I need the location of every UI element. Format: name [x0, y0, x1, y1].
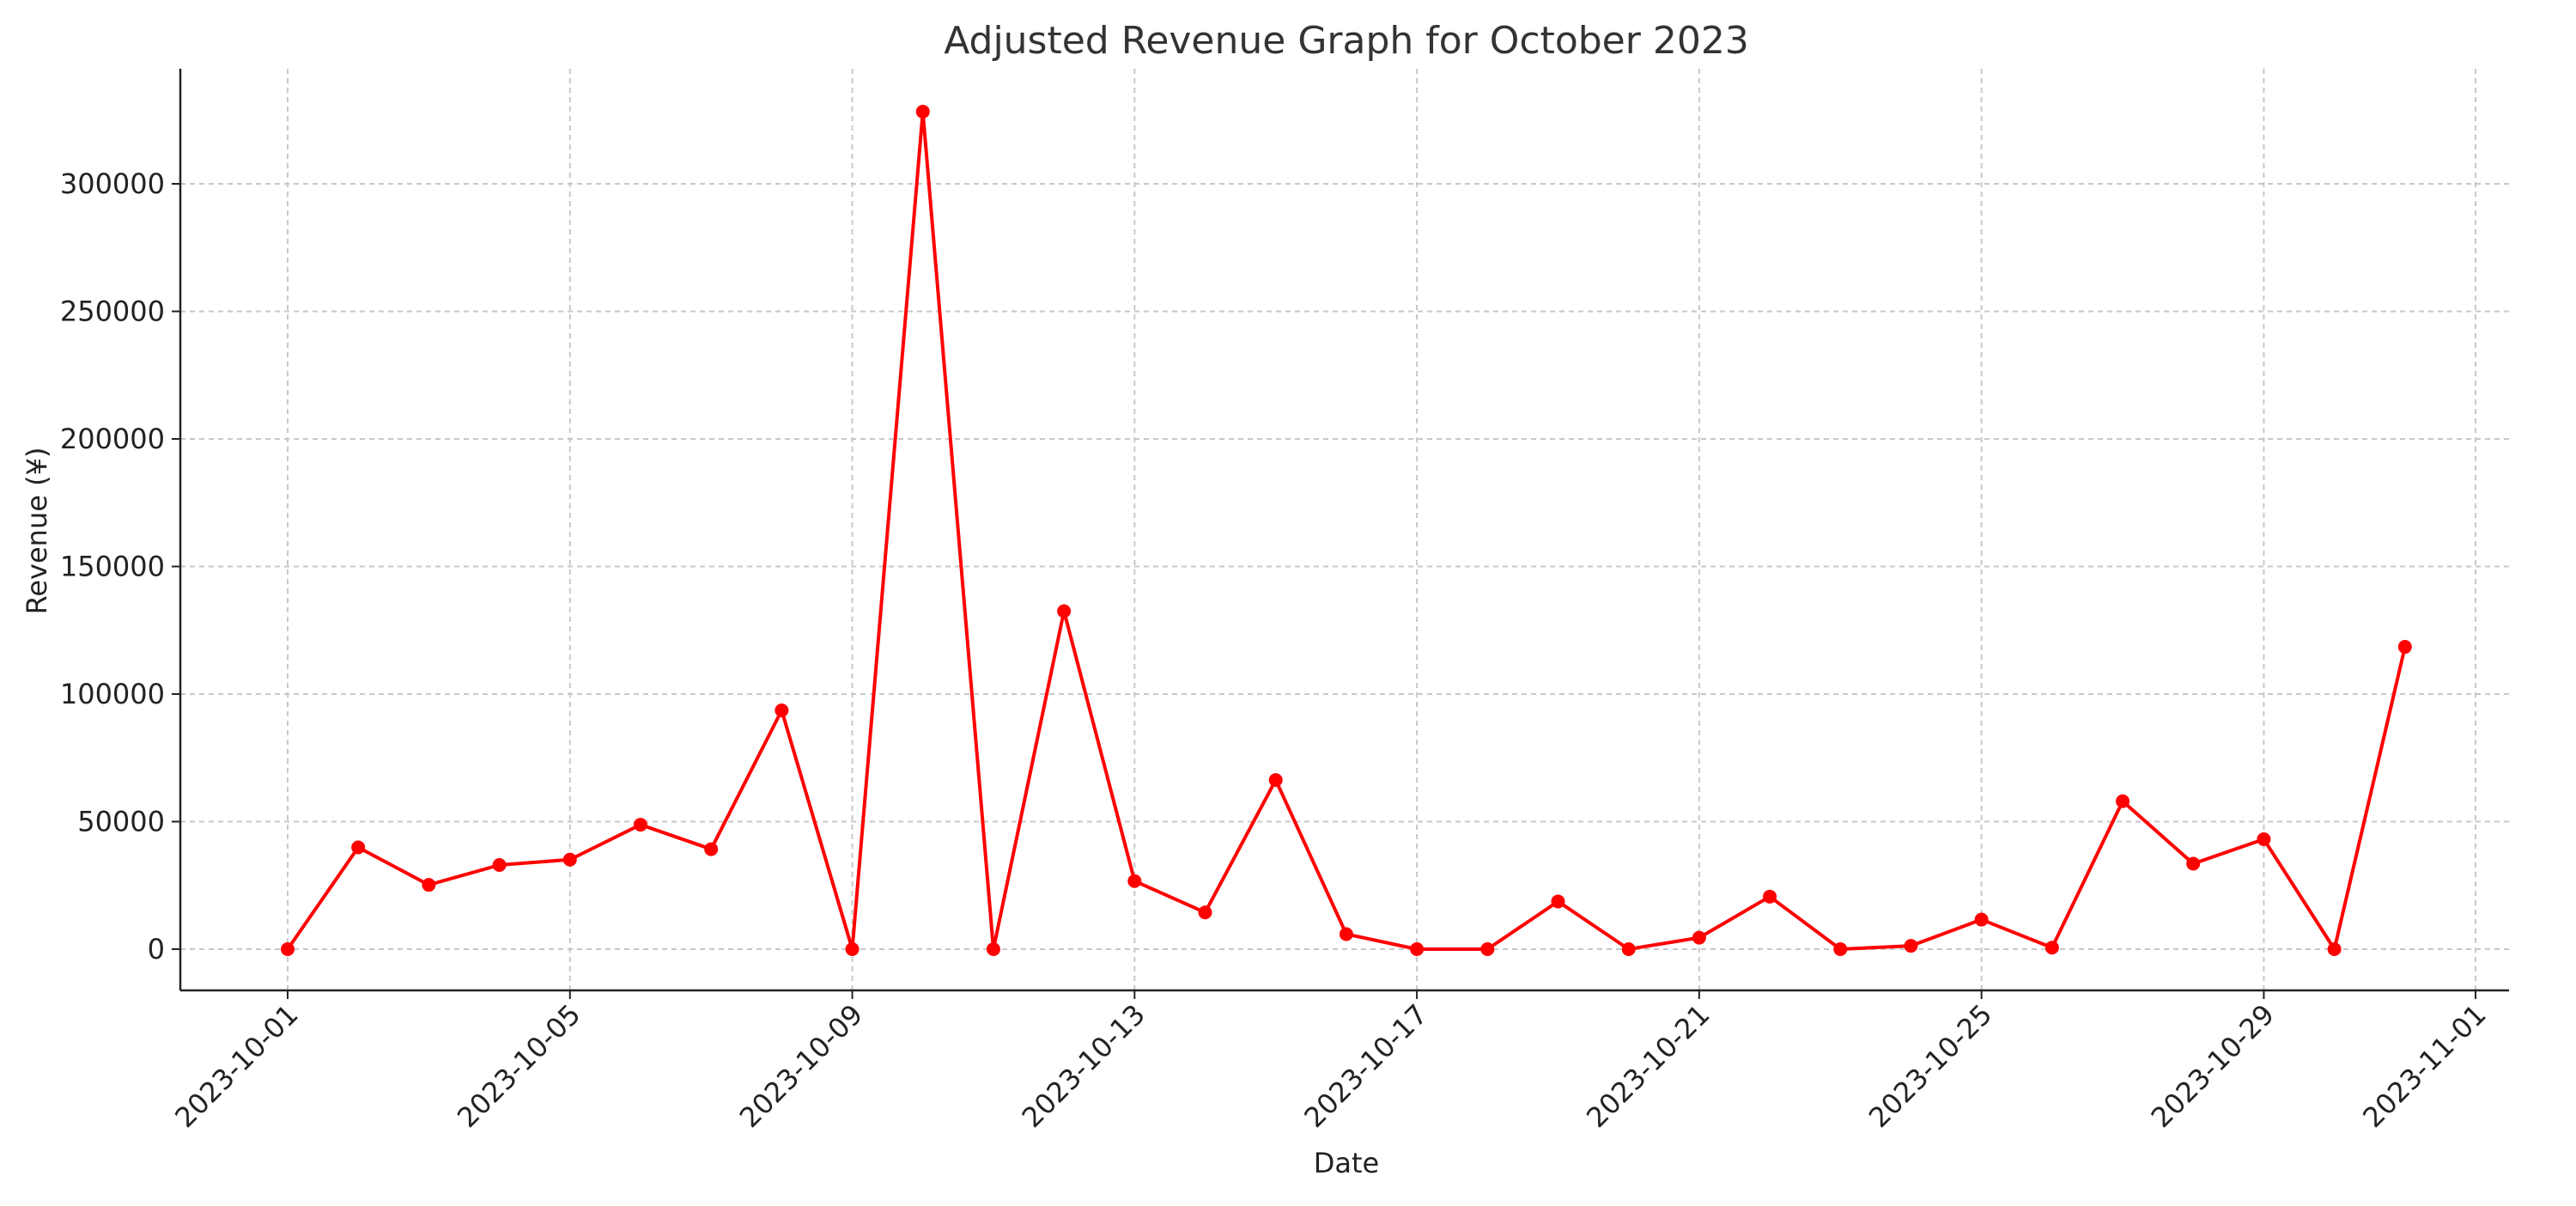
x-tick-label: 2023-10-17: [1297, 998, 1433, 1134]
y-tick-label: 300000: [60, 168, 165, 200]
data-point: [633, 818, 647, 832]
series-line: [286, 109, 2407, 951]
axes: [172, 69, 2509, 999]
tick-labels: 2023-10-01 2023-10-05 2023-10-09 2023-10-13…: [60, 168, 2493, 1134]
data-point: [845, 942, 860, 956]
data-point: [915, 104, 930, 119]
y-tick-label: 250000: [60, 295, 165, 328]
y-tick-label: 150000: [60, 551, 165, 583]
data-point: [2257, 831, 2271, 846]
data-point: [2327, 942, 2342, 956]
data-point: [1198, 905, 1212, 920]
data-point: [422, 878, 436, 892]
x-axis-label: Date: [1314, 1147, 1379, 1179]
data-point: [775, 704, 789, 718]
x-tick-label: 2023-11-01: [2356, 998, 2492, 1134]
data-point: [1410, 942, 1425, 956]
data-point: [562, 852, 577, 867]
y-tick-label: 50000: [77, 806, 165, 838]
data-point: [281, 942, 295, 956]
x-tick-label: 2023-10-05: [451, 998, 586, 1134]
x-tick-label: 2023-10-21: [1580, 998, 1716, 1134]
data-point: [2186, 856, 2201, 871]
data-point: [1339, 927, 1353, 941]
data-point: [351, 840, 366, 855]
x-tick-label: 2023-10-25: [1862, 998, 1998, 1134]
grid-lines: [180, 69, 2509, 990]
data-point: [1692, 930, 1706, 945]
x-tick-label: 2023-10-09: [733, 998, 869, 1134]
data-point: [1057, 604, 1072, 618]
y-tick-label: 100000: [60, 678, 165, 710]
data-point: [1833, 942, 1848, 956]
x-tick-label: 2023-10-01: [168, 998, 304, 1134]
x-tick-label: 2023-10-29: [2145, 998, 2281, 1134]
data-point: [1268, 773, 1283, 788]
data-point: [2397, 640, 2412, 655]
data-point: [2044, 941, 2059, 955]
data-point: [1551, 894, 1565, 909]
y-axis-label: Revenue (¥): [21, 448, 53, 615]
data-point: [1904, 939, 1918, 953]
y-tick-label: 200000: [60, 423, 165, 455]
data-point: [1763, 889, 1777, 904]
y-tick-label: 0: [148, 933, 165, 965]
data-point: [1621, 942, 1636, 956]
x-tick-label: 2023-10-13: [1016, 998, 1151, 1134]
data-point: [986, 942, 1000, 956]
data-point: [492, 857, 507, 872]
data-point: [1480, 942, 1495, 956]
data-point: [2116, 794, 2130, 808]
chart-title: Adjusted Revenue Graph for October 2023: [944, 19, 1749, 63]
series-revenue: [281, 104, 2412, 956]
data-point: [1974, 912, 1989, 927]
data-point: [704, 842, 719, 856]
data-point: [1127, 874, 1142, 888]
